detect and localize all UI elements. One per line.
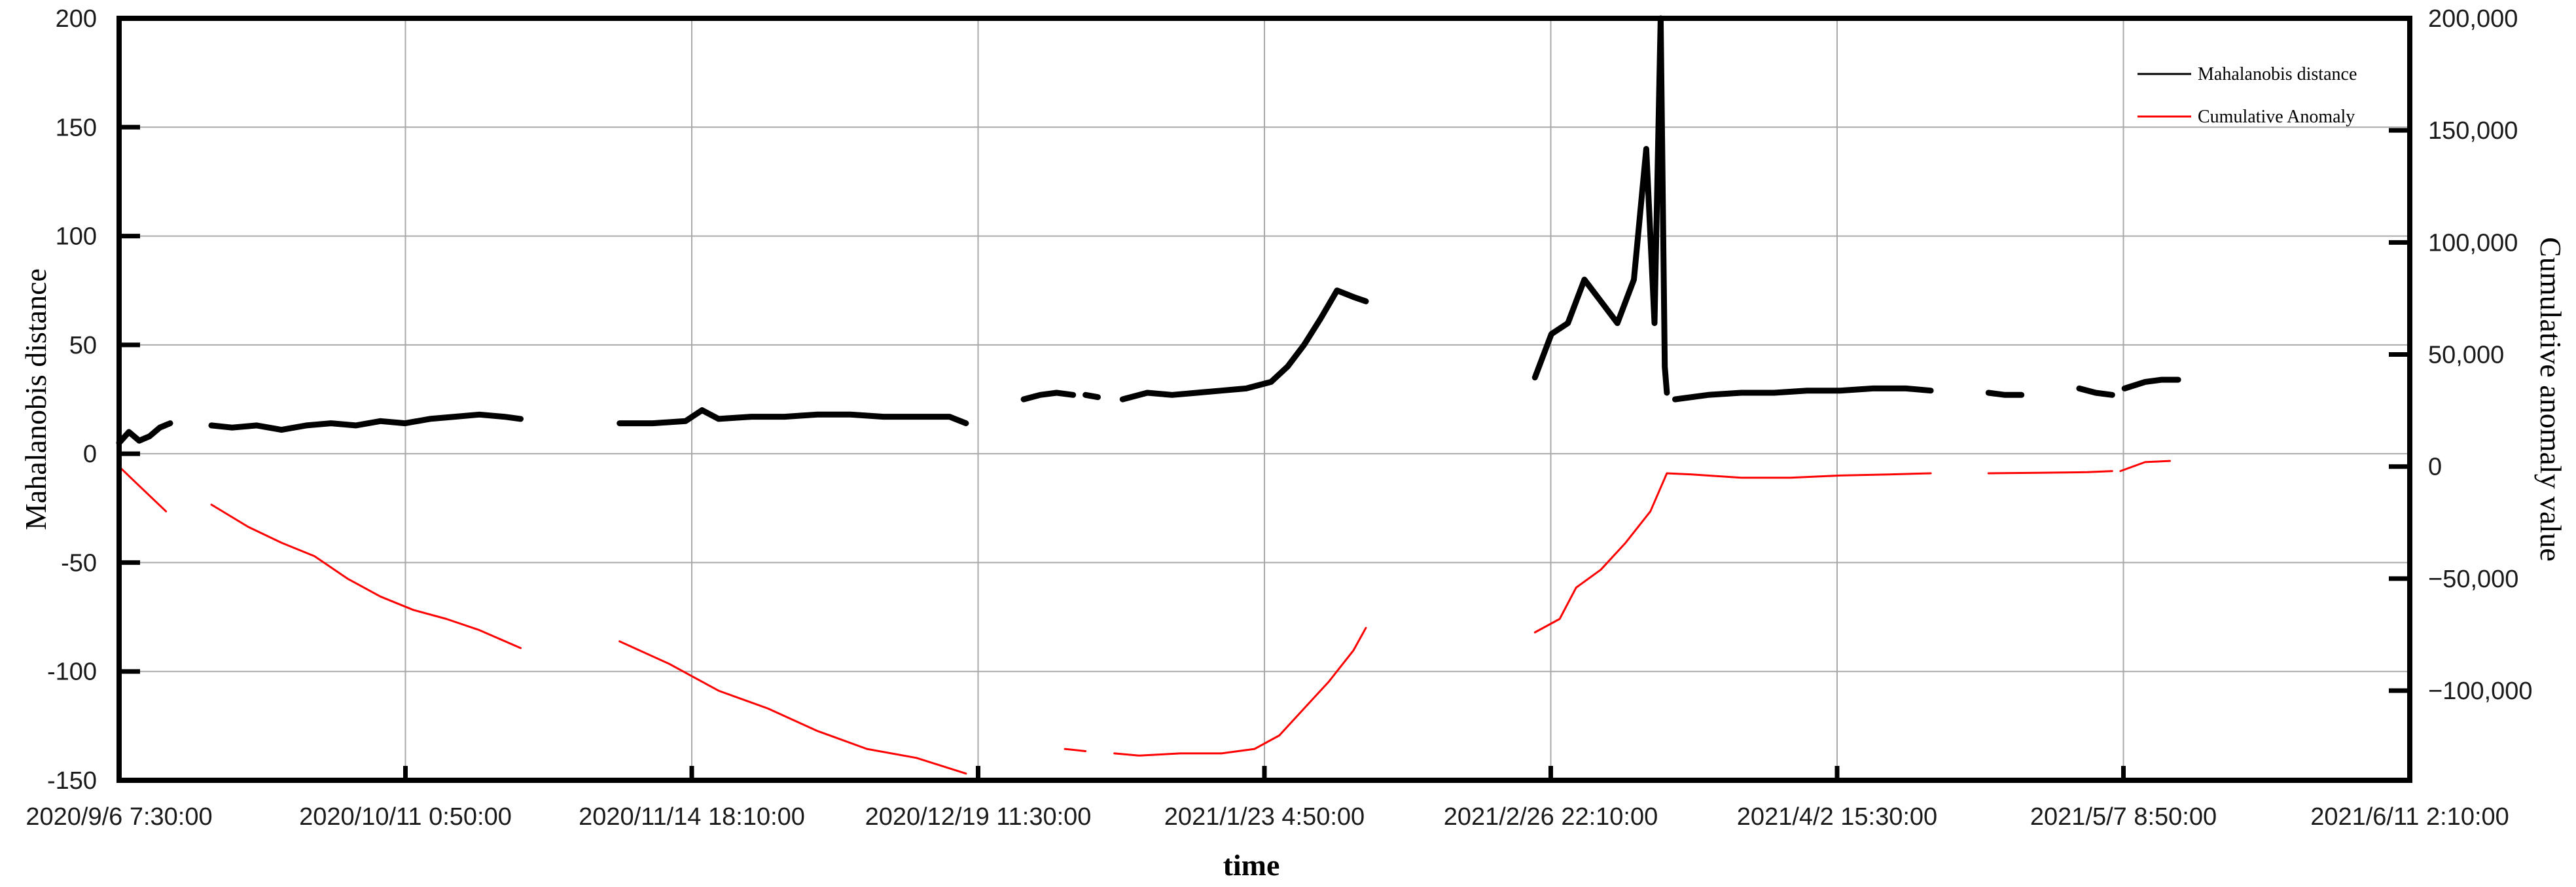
series-cumulative-anomaly <box>118 460 2171 775</box>
y2-tick-label: 200,000 <box>2428 5 2518 33</box>
x-tick-label: 2021/2/26 22:10:00 <box>1444 803 1658 831</box>
y-tick-label: 50 <box>69 332 97 359</box>
x-tick-label: 2020/12/19 11:30:00 <box>865 803 1092 831</box>
series-mahalanobis <box>116 15 2181 446</box>
mahalanobis-line-segment <box>617 407 969 427</box>
x-tick-label: 2021/5/7 8:50:00 <box>2030 803 2217 831</box>
mahalanobis-line-segment <box>1020 389 1077 403</box>
y-tick-label: -150 <box>47 767 97 795</box>
mahalanobis-line-segment <box>208 411 524 433</box>
y2-tick-label: −100,000 <box>2428 678 2533 705</box>
y2-tick-label: 50,000 <box>2428 342 2504 369</box>
mahalanobis-line-segment <box>1531 15 1670 396</box>
legend-label-cumulative: Cumulative Anomaly <box>2198 107 2355 127</box>
x-tick-label: 2020/9/6 7:30:00 <box>26 803 212 831</box>
y2-tick-label: 0 <box>2428 454 2442 481</box>
y2-tick-label: 100,000 <box>2428 229 2518 257</box>
y-tick-label: 100 <box>56 223 97 251</box>
x-axis-title: time <box>1223 848 1280 882</box>
y-tick-label: 200 <box>56 5 97 33</box>
tick-labels: 2020/9/6 7:30:00 2020/10/11 0:50:00 2020/1… <box>26 5 2532 831</box>
x-tick-label: 2021/1/23 4:50:00 <box>1164 803 1365 831</box>
cumulative-anomaly-line-segment <box>1113 626 1367 757</box>
x-tick-label: 2020/11/14 18:10:00 <box>579 803 805 831</box>
mahalanobis-line-segment <box>116 420 173 446</box>
mahalanobis-line-segment <box>2121 376 2181 391</box>
series-layer <box>116 15 2181 775</box>
ticks <box>116 16 2412 783</box>
grid <box>119 18 2410 780</box>
legend: Mahalanobis distance Cumulative Anomaly <box>2138 64 2357 127</box>
x-tick-label: 2021/4/2 15:30:00 <box>1737 803 1937 831</box>
cumulative-anomaly-line-segment <box>1064 748 1087 752</box>
y-tick-label: -100 <box>47 659 97 686</box>
y-tick-label: 0 <box>83 441 97 468</box>
cumulative-anomaly-line-segment <box>618 640 967 775</box>
y-tick-label: 150 <box>56 114 97 141</box>
cumulative-anomaly-line-segment <box>210 503 522 649</box>
mahalanobis-line-segment <box>1985 389 2025 398</box>
mahalanobis-line-segment <box>1082 391 1101 401</box>
y2-tick-label: −50,000 <box>2428 566 2518 593</box>
legend-label-mahalanobis: Mahalanobis distance <box>2198 64 2357 84</box>
x-tick-label: 2021/6/11 2:10:00 <box>2310 803 2509 831</box>
cumulative-anomaly-line-segment <box>1533 472 1932 634</box>
cumulative-anomaly-line-segment <box>1987 470 2113 475</box>
y2-tick-label: 150,000 <box>2428 117 2518 145</box>
mahalanobis-line-segment <box>1119 287 1369 403</box>
y2-axis-title: Cumulative anomaly value <box>2534 237 2567 562</box>
mahalanobis-line-segment <box>2076 385 2115 398</box>
mahalanobis-line-segment <box>1672 385 1934 403</box>
cumulative-anomaly-line-segment <box>2119 460 2171 473</box>
cumulative-anomaly-line-segment <box>118 465 168 513</box>
y-axis-title: Mahalanobis distance <box>19 268 52 530</box>
x-tick-label: 2020/10/11 0:50:00 <box>299 803 512 831</box>
y-tick-label: -50 <box>61 549 97 577</box>
